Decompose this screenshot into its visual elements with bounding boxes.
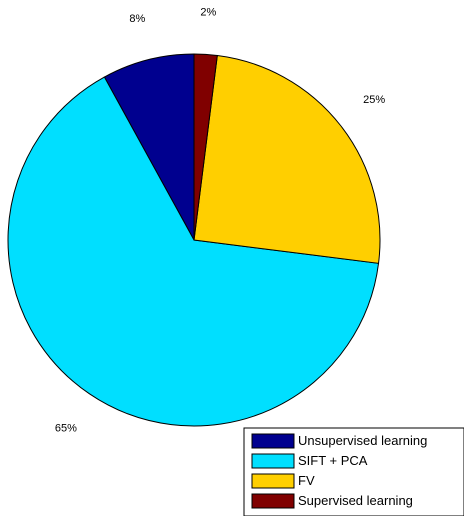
- pie-label-unsupervised-learning: 8%: [129, 13, 145, 25]
- legend-label-unsupervised-learning: Unsupervised learning: [298, 433, 427, 448]
- legend-label-sift-pca: SIFT + PCA: [298, 453, 368, 468]
- pie-slice-sift-pca: [7, 76, 380, 427]
- pie-slice-fv: [193, 54, 381, 264]
- pie-labels: 8% 65% 25% 2%: [55, 6, 386, 434]
- legend-label-supervised-learning: Supervised learning: [298, 493, 413, 508]
- pie-label-fv: 25%: [363, 94, 385, 106]
- legend-label-fv: FV: [298, 473, 315, 488]
- legend-swatch-supervised-learning: [251, 493, 295, 509]
- pie-label-supervised-learning: 2%: [200, 6, 216, 18]
- legend-swatch-fv: [251, 473, 295, 489]
- legend: Unsupervised learning SIFT + PCA FV Supervi…: [243, 427, 464, 516]
- legend-swatch-unsupervised-learning: [251, 433, 295, 449]
- legend-items: Unsupervised learning SIFT + PCA FV Supervi…: [251, 433, 427, 509]
- pie-slices: [7, 53, 381, 427]
- pie-label-sift-pca: 65%: [55, 422, 77, 434]
- legend-swatch-sift-pca: [251, 453, 295, 469]
- pie-slice-supervised-learning: [193, 53, 218, 241]
- pie-slice-unsupervised-learning: [103, 53, 195, 241]
